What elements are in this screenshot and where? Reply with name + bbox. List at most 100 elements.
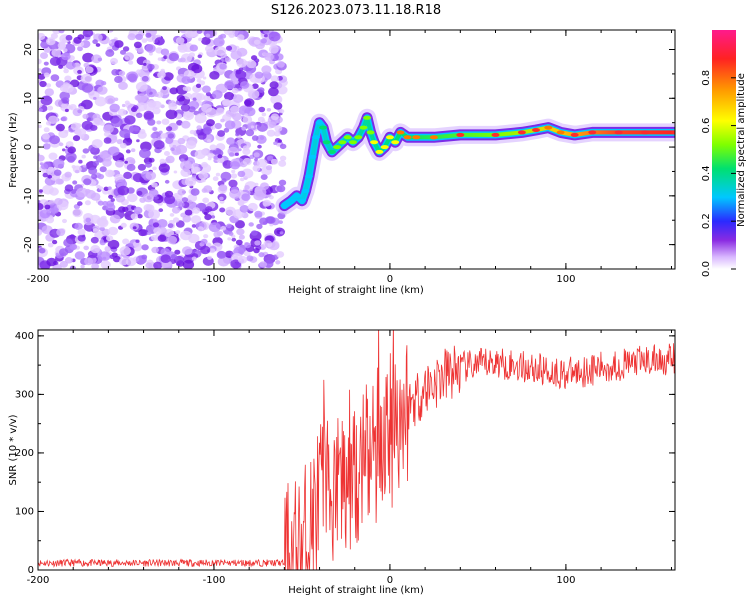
noise-blob — [192, 207, 201, 214]
noise-blob — [38, 154, 45, 162]
noise-blob — [182, 259, 195, 269]
noise-blob — [38, 202, 44, 211]
noise-blob — [202, 197, 210, 204]
noise-blob — [263, 240, 273, 248]
ridge-point — [403, 135, 412, 140]
noise-blob — [209, 144, 217, 151]
noise-blob — [224, 80, 236, 90]
noise-blob — [39, 209, 51, 219]
noise-blob — [251, 135, 259, 141]
noise-blob — [135, 102, 148, 112]
ridge-point — [614, 130, 623, 135]
noise-blob — [82, 30, 94, 38]
noise-blob — [110, 57, 118, 65]
noise-blob — [169, 87, 179, 95]
noise-blob — [118, 70, 126, 77]
ridge-point — [359, 125, 368, 130]
noise-blob — [241, 193, 251, 201]
noise-blob — [189, 129, 195, 135]
noise-blob — [141, 254, 148, 260]
ridge-point — [556, 130, 565, 135]
noise-blob — [70, 122, 81, 131]
noise-blob — [143, 110, 154, 120]
noise-blob — [97, 200, 104, 206]
noise-blob — [119, 142, 127, 149]
x-tick-label: 0 — [387, 575, 393, 586]
noise-blob — [80, 73, 93, 84]
noise-blob — [55, 178, 63, 185]
noise-blob — [38, 108, 43, 112]
y-tick-label: 0 — [23, 144, 34, 150]
noise-blob — [125, 257, 137, 267]
noise-blob — [160, 254, 171, 263]
noise-blob — [47, 166, 54, 172]
noise-blob — [236, 47, 248, 57]
noise-blob — [250, 125, 255, 129]
noise-blob — [176, 94, 185, 102]
noise-blob — [209, 71, 220, 80]
noise-blob — [119, 257, 129, 266]
noise-blob — [219, 63, 227, 70]
noise-blob — [180, 230, 192, 241]
noise-blob — [94, 96, 107, 107]
noise-blob — [211, 90, 223, 99]
noise-blob — [141, 38, 148, 43]
noise-blob — [221, 98, 231, 107]
noise-blob — [196, 30, 203, 34]
noise-blob — [92, 160, 99, 166]
noise-blob — [80, 264, 85, 269]
noise-blob — [177, 137, 186, 145]
noise-blob — [145, 44, 156, 53]
noise-blob — [135, 33, 144, 41]
noise-blob — [76, 128, 87, 137]
noise-blob — [145, 171, 157, 181]
noise-blob — [133, 41, 142, 49]
ridge-point — [301, 189, 310, 193]
snr-y-label: SNR (10 * v/v) — [8, 414, 19, 485]
noise-blob — [104, 95, 116, 105]
noise-blob — [168, 102, 178, 111]
noise-blob — [84, 200, 91, 206]
noise-blob — [216, 243, 221, 247]
noise-blob — [99, 166, 107, 173]
ridge-point — [305, 174, 313, 179]
noise-blob — [51, 48, 61, 57]
noise-blob — [107, 170, 115, 177]
noise-blob — [43, 127, 50, 133]
noise-blob — [210, 125, 216, 130]
noise-blob — [47, 242, 54, 248]
noise-blob — [136, 112, 143, 119]
noise-blob — [97, 57, 103, 62]
noise-blob — [266, 129, 276, 137]
y-tick-label: -10 — [23, 188, 34, 204]
noise-blob — [92, 228, 99, 234]
noise-blob — [62, 48, 68, 53]
noise-blob — [198, 37, 203, 42]
noise-blob — [244, 113, 248, 117]
noise-blob — [279, 143, 287, 150]
noise-blob — [154, 93, 159, 97]
noise-blob — [268, 31, 281, 42]
snr-series-line — [38, 330, 675, 570]
noise-blob — [99, 121, 105, 126]
y-tick-label: 200 — [15, 448, 34, 459]
noise-blob — [141, 244, 149, 251]
noise-blob — [122, 206, 129, 212]
noise-blob — [243, 60, 249, 65]
noise-blob — [254, 240, 261, 246]
ridge-point — [298, 198, 306, 203]
noise-blob — [132, 226, 137, 230]
noise-blob — [49, 187, 59, 196]
noise-blob — [278, 160, 287, 167]
noise-blob — [269, 81, 279, 89]
noise-blob — [274, 125, 283, 132]
noise-blob — [119, 246, 131, 256]
noise-blob — [215, 107, 225, 115]
noise-blob — [180, 104, 190, 112]
noise-blob — [153, 227, 162, 235]
noise-blob — [193, 166, 201, 173]
noise-blob — [259, 182, 270, 190]
noise-blob — [38, 32, 46, 41]
noise-blob — [205, 107, 217, 118]
